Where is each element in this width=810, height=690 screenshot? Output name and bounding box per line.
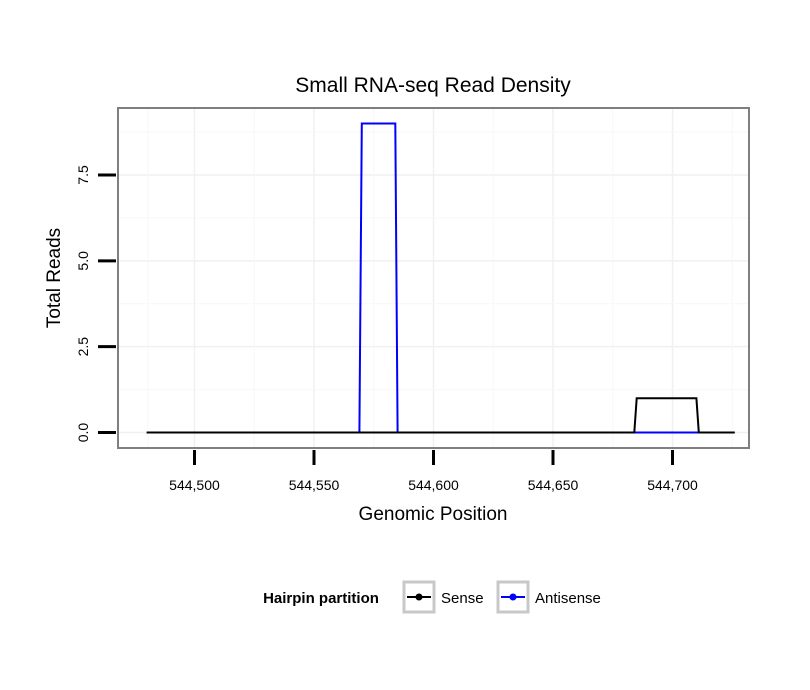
x-tick-label: 544,550	[289, 477, 340, 493]
x-tick-label: 544,600	[408, 477, 459, 493]
legend-label-antisense: Antisense	[535, 590, 601, 607]
series-line-antisense	[146, 122, 735, 434]
axes: 544,500 544,550 544,600 544,650 544,700 0.0 2.…	[75, 165, 698, 493]
x-tick-label: 544,500	[169, 477, 220, 493]
plot-panel-border	[117, 107, 750, 449]
y-tick-label: 0.0	[75, 423, 91, 443]
series-lines	[146, 122, 735, 434]
y-tick-label: 2.5	[75, 337, 91, 357]
legend-label-sense: Sense	[441, 590, 484, 607]
chart-title: Small RNA-seq Read Density	[295, 74, 571, 97]
x-tick-label: 544,700	[647, 477, 698, 493]
legend-point-sense	[415, 593, 423, 601]
y-axis-label: Total Reads	[44, 228, 65, 328]
y-tick-label: 7.5	[75, 165, 91, 185]
x-axis-label: Genomic Position	[359, 504, 508, 525]
x-tick-label: 544,650	[528, 477, 579, 493]
legend: Hairpin partition Sense Antisense	[263, 580, 601, 614]
y-tick-label: 5.0	[75, 251, 91, 271]
series-line-sense	[146, 397, 735, 434]
grid-lines	[118, 108, 749, 448]
legend-title: Hairpin partition	[263, 590, 379, 607]
legend-point-antisense	[509, 593, 517, 601]
